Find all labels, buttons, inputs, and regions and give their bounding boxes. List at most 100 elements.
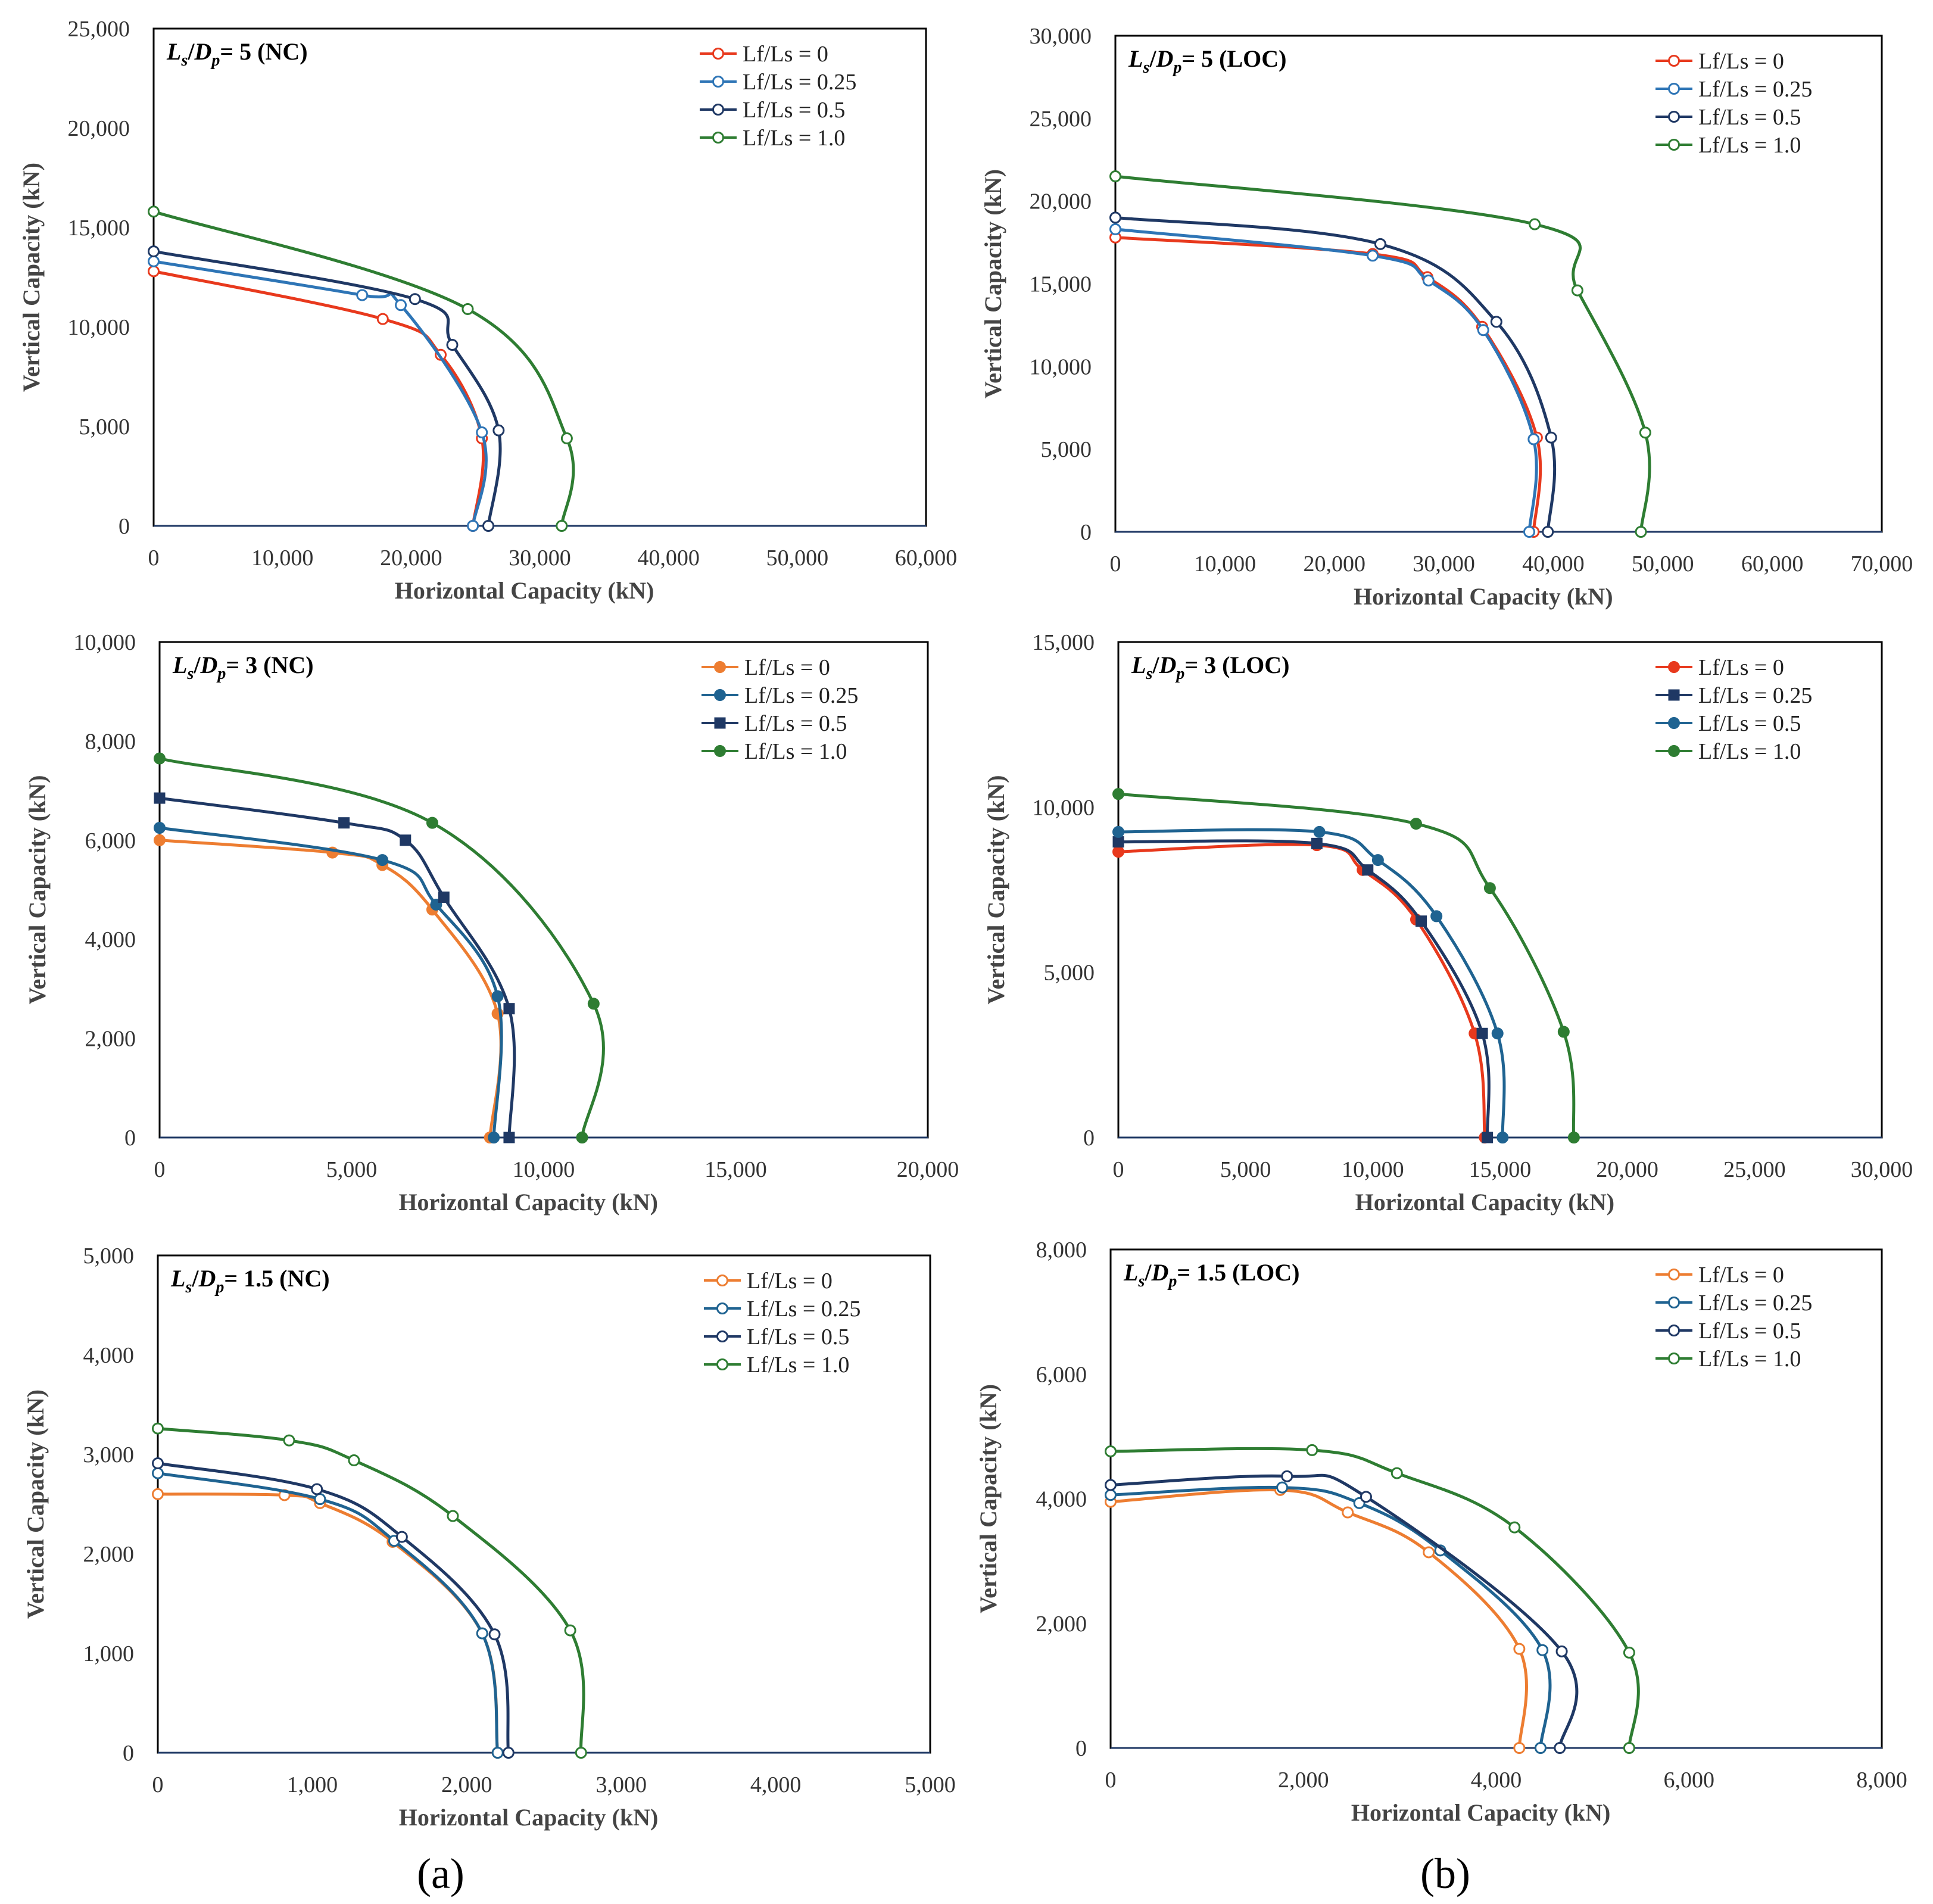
data-point (356, 289, 369, 301)
legend-marker (1668, 717, 1680, 729)
legend-marker (716, 1358, 728, 1370)
x-tick-label: 0 (152, 1772, 164, 1797)
series-2 (1105, 1481, 1552, 1754)
data-point (1360, 1491, 1372, 1503)
data-point (409, 293, 421, 306)
data-point (1482, 1132, 1494, 1143)
series-line (1117, 839, 1491, 1139)
series-2 (1112, 836, 1494, 1143)
panel-label-b: (b) (1420, 1850, 1470, 1897)
x-tick-label: 0 (1110, 551, 1121, 577)
legend-marker (714, 745, 726, 757)
legend-marker (716, 1274, 728, 1286)
y-tick-label: 2,000 (83, 1542, 135, 1567)
plot-frame (1114, 35, 1883, 533)
y-tick-label: 0 (1075, 1736, 1087, 1761)
plot-frame (1109, 1248, 1883, 1749)
data-point (1536, 1644, 1549, 1656)
chart-4: 0 5,000 10,000 15,000 20,000 25,000 30,000 0 5,0… (983, 630, 1913, 1216)
chart-2: 0 10,000 20,000 30,000 40,000 50,000 60,000 70,… (980, 24, 1913, 610)
y-tick-label: 4,000 (83, 1343, 135, 1368)
x-axis-label: Horizontal Capacity (kN) (398, 1189, 658, 1216)
data-point (1635, 526, 1647, 538)
y-tick-label: 4,000 (1036, 1487, 1087, 1512)
x-axis-label: Horizontal Capacity (kN) (1355, 1189, 1615, 1216)
data-point (1105, 1489, 1117, 1501)
data-point (1342, 1506, 1354, 1519)
y-tick-label: 6,000 (1036, 1362, 1087, 1387)
x-tick-label: 5,000 (1220, 1157, 1271, 1182)
x-tick-label: 40,000 (1522, 551, 1585, 577)
legend-label: Lf/Ls = 0.5 (1698, 1319, 1801, 1344)
y-tick-label: 5,000 (79, 415, 130, 440)
data-point (1112, 836, 1124, 848)
legend-marker (714, 689, 726, 701)
y-axis-label: Vertical Capacity (kN) (24, 775, 51, 1004)
data-point (1423, 1546, 1435, 1559)
x-axis-label: Horizontal Capacity (kN) (1354, 583, 1613, 610)
plot-frame (152, 27, 927, 527)
plot-frame (157, 1254, 931, 1754)
series-line (1109, 1485, 1552, 1750)
data-point (426, 817, 438, 829)
data-point (1109, 211, 1121, 224)
y-tick-label: 30,000 (1030, 24, 1092, 49)
data-point (491, 1747, 504, 1759)
series-line (158, 796, 516, 1139)
y-tick-label: 8,000 (1036, 1238, 1087, 1263)
data-point (1623, 1742, 1635, 1754)
x-tick-label: 1,000 (287, 1772, 338, 1797)
data-point (1571, 284, 1583, 297)
x-tick-label: 50,000 (766, 546, 829, 571)
legend-label: Lf/Ls = 0.25 (744, 683, 858, 708)
y-tick-label: 5,000 (1041, 437, 1092, 462)
data-point (1534, 1742, 1547, 1754)
legend-marker (1668, 689, 1680, 701)
y-tick-label: 4,000 (85, 927, 136, 952)
legend-marker (1668, 1325, 1680, 1336)
x-tick-label: 70,000 (1851, 551, 1913, 577)
plot-frame (158, 641, 929, 1139)
legend-label: Lf/Ls = 0.5 (1698, 711, 1801, 736)
data-point (1554, 1742, 1566, 1754)
x-tick-label: 30,000 (1851, 1157, 1913, 1182)
data-point (1109, 170, 1121, 183)
data-point (1513, 1643, 1526, 1655)
chart-title: Ls/Dp= 3 (LOC) (1131, 652, 1289, 683)
data-point (1496, 1132, 1509, 1143)
legend-label: Lf/Ls = 0.5 (744, 711, 847, 736)
legend-label: Lf/Ls = 0.5 (747, 1325, 849, 1350)
data-point (1112, 825, 1124, 838)
chart-title: Ls/Dp= 5 (LOC) (1128, 45, 1286, 77)
data-point (576, 1132, 588, 1143)
data-point (376, 854, 389, 867)
series-line (152, 210, 575, 528)
data-point (492, 424, 505, 437)
series-line (1117, 828, 1506, 1139)
data-point (152, 1457, 164, 1470)
legend-label: Lf/Ls = 0 (747, 1269, 833, 1294)
data-point (1542, 526, 1554, 538)
series-line (1114, 174, 1651, 534)
series-line (158, 826, 503, 1139)
data-point (148, 205, 160, 218)
series-3 (1109, 211, 1557, 538)
series-2 (148, 255, 488, 532)
data-point (338, 817, 350, 829)
series-4 (154, 752, 605, 1143)
x-tick-label: 4,000 (750, 1772, 802, 1797)
legend-label: Lf/Ls = 0.25 (1698, 77, 1812, 102)
series-line (156, 1427, 585, 1755)
data-point (1105, 1445, 1117, 1457)
x-tick-label: 8,000 (1856, 1768, 1907, 1793)
series-3 (148, 245, 505, 532)
legend-label: Lf/Ls = 1.0 (743, 126, 845, 151)
legend-marker (1668, 1353, 1680, 1364)
data-point (154, 822, 166, 834)
x-tick-label: 10,000 (251, 546, 314, 571)
x-tick-label: 15,000 (704, 1157, 767, 1182)
data-point (1567, 1132, 1580, 1143)
data-point (564, 1624, 576, 1637)
data-point (1490, 316, 1502, 328)
x-tick-label: 25,000 (1723, 1157, 1786, 1182)
